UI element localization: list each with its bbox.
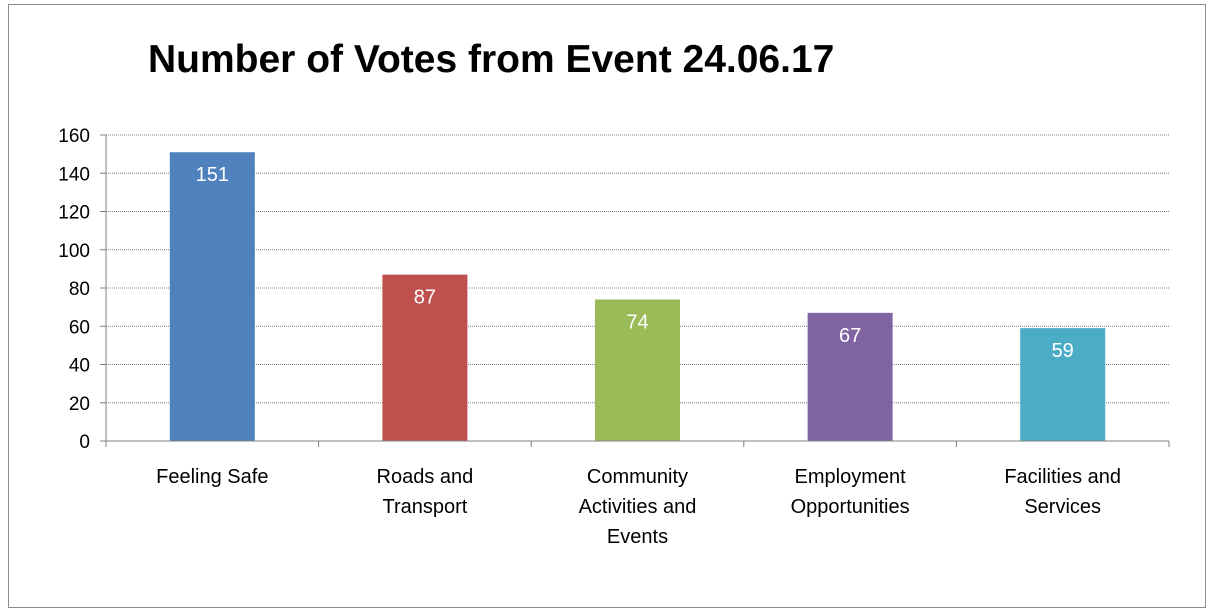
labels: 0 20 40 60 80 100 120 140 160 151 Feeling Safe 87 Ro…	[58, 126, 1121, 548]
data-label: 151	[196, 164, 229, 186]
category-label-line: Facilities and	[1004, 466, 1121, 488]
category-label-line: Feeling Safe	[156, 466, 268, 488]
category-label-line: Employment	[795, 466, 907, 488]
bar	[807, 312, 893, 441]
y-tick-label: 40	[69, 356, 90, 377]
category-label: Roads and Transport	[377, 466, 474, 518]
data-label: 59	[1052, 340, 1074, 362]
y-tick-label: 160	[58, 126, 90, 147]
category-label-line: Events	[607, 526, 668, 548]
y-tick-label: 0	[79, 432, 90, 453]
y-tick-label: 100	[58, 241, 90, 262]
category-label-line: Roads and	[377, 466, 474, 488]
bar	[382, 274, 468, 441]
category-label: Feeling Safe	[156, 466, 268, 488]
data-label: 74	[626, 311, 648, 333]
bars	[169, 152, 1106, 441]
category-label: Community Activities and Events	[579, 466, 697, 548]
y-tick-label: 20	[69, 394, 90, 415]
category-label-line: Transport	[382, 496, 467, 518]
y-tick-label: 60	[69, 317, 90, 338]
category-label: Facilities and Services	[1004, 466, 1121, 518]
chart-title: Number of Votes from Event 24.06.17	[148, 38, 835, 81]
y-tick-label: 120	[58, 203, 90, 224]
y-tick-label: 80	[69, 279, 90, 300]
bar	[1020, 328, 1106, 441]
category-label-line: Opportunities	[791, 496, 910, 518]
y-tick-label: 140	[58, 164, 90, 185]
category-label-line: Community	[587, 466, 688, 488]
category-label-line: Services	[1024, 496, 1101, 518]
bar	[595, 299, 680, 441]
category-label: Employment Opportunities	[791, 466, 910, 518]
category-label-line: Activities and	[579, 496, 697, 518]
data-label: 87	[414, 287, 436, 309]
data-label: 67	[839, 325, 861, 347]
bar	[169, 152, 255, 441]
axes	[100, 134, 1170, 447]
